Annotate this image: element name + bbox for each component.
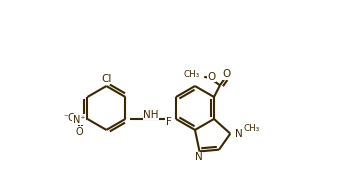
Text: CH₃: CH₃ — [184, 70, 200, 79]
Text: Cl: Cl — [101, 74, 112, 83]
Text: NH: NH — [143, 110, 158, 120]
Text: F: F — [166, 117, 171, 127]
Text: CH₃: CH₃ — [244, 124, 260, 133]
Text: O: O — [75, 127, 83, 137]
Text: ⁻O: ⁻O — [64, 113, 76, 123]
Text: N: N — [195, 152, 203, 162]
Text: O: O — [207, 72, 215, 82]
Text: N⁺: N⁺ — [73, 115, 85, 125]
Text: N: N — [235, 129, 243, 139]
Text: O: O — [222, 69, 230, 79]
